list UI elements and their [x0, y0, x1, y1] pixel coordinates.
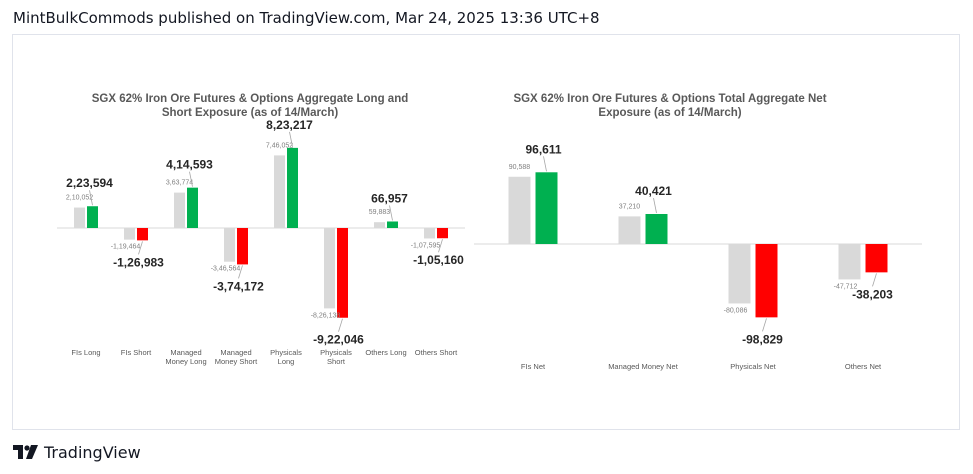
chart-2-label-leader: [543, 156, 547, 172]
chart-1-category-label: FIs Short: [121, 348, 152, 357]
chart-1-bar-previous: [424, 228, 435, 239]
chart-2-label-leader: [653, 197, 657, 214]
publish-header: MintBulkCommods published on TradingView…: [13, 9, 600, 27]
chart-1-label-previous: 7,46,052: [266, 142, 293, 149]
chart-2-bar-previous: [838, 244, 861, 280]
chart-1-bar-current: [137, 228, 148, 241]
chart-2-label-previous: 37,210: [619, 203, 641, 210]
chart-2-label-previous: -80,086: [724, 307, 748, 314]
chart-2-label-current: 40,421: [635, 184, 672, 198]
chart-1-label-previous: -1,07,595: [411, 242, 441, 249]
chart-1-bar-previous: [174, 192, 185, 228]
chart-2-label-current: -38,203: [852, 287, 893, 301]
chart-1-category-label: Others Short: [415, 348, 458, 357]
chart-1-bar-previous: [124, 228, 135, 240]
chart-frame: SGX 62% Iron Ore Futures & Options Aggre…: [12, 34, 960, 430]
chart-2-bar-previous: [508, 176, 531, 244]
chart-1-bar-current: [287, 147, 298, 228]
chart-2-label-previous: -47,712: [834, 283, 858, 290]
chart-1-bar-previous: [224, 228, 235, 262]
charts-canvas: SGX 62% Iron Ore Futures & Options Aggre…: [57, 93, 922, 371]
chart-1-label-previous: -3,46,564: [211, 266, 241, 273]
chart-1-label-previous: 2,10,052: [66, 195, 93, 202]
chart-1-label-leader: [338, 318, 343, 332]
chart-2-bar-current: [865, 244, 888, 273]
chart-1-bar-current: [87, 206, 98, 228]
chart-1-category-label: Short: [327, 357, 346, 366]
chart-1-label-previous: 59,883: [369, 209, 391, 216]
chart-1-category-label: FIs Long: [71, 348, 100, 357]
chart-1-category-label: Managed: [170, 348, 201, 357]
chart-1-bar-current: [437, 228, 448, 239]
chart-2-title-line-1: SGX 62% Iron Ore Futures & Options Total…: [513, 93, 826, 105]
chart-1-category-label: Money Short: [215, 357, 258, 366]
chart-2-category-label: Physicals Net: [730, 362, 776, 371]
chart-1-label-leader: [238, 265, 243, 279]
chart-2-category-label: FIs Net: [521, 362, 546, 371]
chart-1-label-current: -3,74,172: [213, 279, 264, 293]
chart-1-bar-current: [387, 221, 398, 228]
chart-2-category-label: Others Net: [845, 362, 882, 371]
chart-1-category-label: Physicals: [270, 348, 302, 357]
chart-2-bar-current: [755, 244, 778, 318]
chart-1-label-previous: -8,26,138: [311, 312, 341, 319]
footer: TradingView: [13, 442, 141, 462]
chart-1-bar-previous: [74, 207, 85, 228]
chart-1-label-current: 4,14,593: [166, 158, 213, 172]
chart-2-title-line-2: Exposure (as of 14/March): [598, 107, 741, 119]
chart-1-bar-previous: [324, 228, 335, 309]
chart-1-label-leader: [438, 239, 443, 253]
chart-1-label-leader: [189, 171, 193, 187]
chart-2-bar-previous: [728, 244, 751, 304]
chart-2-bar-current: [535, 172, 558, 244]
tradingview-logo-icon[interactable]: [13, 445, 39, 459]
chart-2-label-previous: 90,588: [509, 164, 531, 171]
chart-1-label-current: 66,957: [371, 191, 408, 205]
chart-1-bar-previous: [374, 222, 385, 228]
chart-1-bar-previous: [274, 155, 285, 228]
chart-1-category-label: Long: [278, 357, 295, 366]
chart-1-bar-current: [337, 228, 348, 318]
footer-brand: TradingView: [44, 442, 141, 462]
chart-2-label-leader: [762, 318, 767, 332]
chart-1-category-label: Managed: [220, 348, 251, 357]
chart-1-label-current: -9,22,046: [313, 333, 364, 347]
chart-1-label-current: 2,23,594: [66, 176, 113, 190]
chart-1-title-line-2: Short Exposure (as of 14/March): [162, 107, 339, 119]
chart-1-label-previous: 3,63,774: [166, 180, 193, 187]
chart-1-label-leader: [89, 190, 93, 206]
chart-1-label-current: 8,23,217: [266, 118, 313, 132]
chart-1-bar-current: [237, 228, 248, 265]
chart-1-category-label: Physicals: [320, 348, 352, 357]
chart-2-label-leader: [872, 273, 877, 287]
chart-1-label-current: -1,26,983: [113, 255, 164, 269]
chart-1-label-current: -1,05,160: [413, 253, 464, 267]
chart-1-category-label: Money Long: [165, 357, 206, 366]
chart-1-label-previous: -1,19,464: [111, 244, 141, 251]
chart-1-label-leader: [389, 205, 393, 221]
chart-1-title-line-1: SGX 62% Iron Ore Futures & Options Aggre…: [92, 93, 409, 105]
chart-1-label-leader: [289, 131, 293, 147]
chart-2-label-current: -98,829: [742, 332, 783, 346]
chart-1-bar-current: [187, 187, 198, 228]
chart-2-category-label: Managed Money Net: [608, 362, 679, 371]
chart-1-category-label: Others Long: [365, 348, 406, 357]
chart-2-bar-previous: [618, 216, 641, 244]
chart-1-label-leader: [138, 241, 143, 255]
chart-2-bar-current: [645, 213, 668, 244]
chart-2-label-current: 96,611: [525, 142, 561, 156]
